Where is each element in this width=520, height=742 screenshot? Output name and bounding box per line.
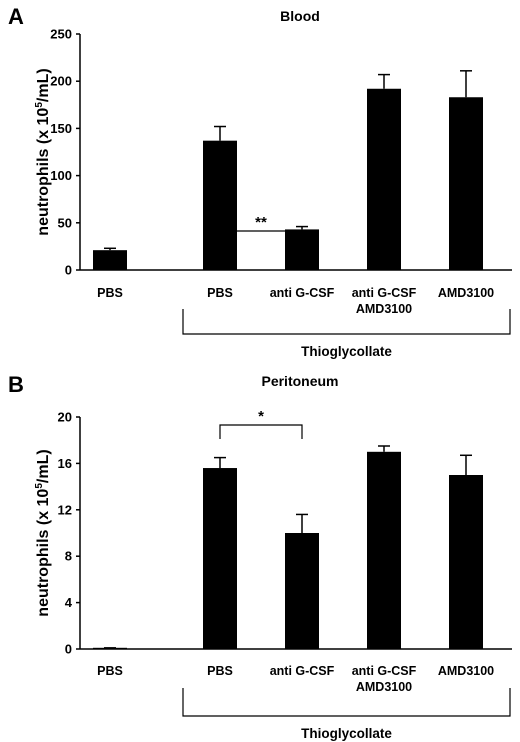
panel-a-ytick-label-1: 50	[58, 215, 72, 230]
panel-b-letter: B	[8, 372, 24, 397]
panel-b-category-label-2-0: anti G-CSF	[270, 664, 335, 678]
panel-b-significance-label: *	[258, 408, 264, 425]
panel-b-ytick-label-5: 20	[58, 410, 72, 425]
panel-b-category-label-3-1: AMD3100	[356, 680, 412, 694]
panel-a-category-label-2-0: anti G-CSF	[270, 286, 335, 300]
panel-b-group-label: Thioglycollate	[301, 726, 392, 741]
panel-b-ytick-label-0: 0	[65, 642, 72, 657]
panel-b-ylabel: neutrophils (x 105/mL)	[34, 449, 52, 616]
panel-b-ytick-label-3: 12	[58, 502, 72, 517]
panel-a-category-label-4-0: AMD3100	[438, 286, 494, 300]
panel-a-ylabel: neutrophils (x 105/mL)	[34, 68, 52, 235]
panel-a-ytick-label-2: 100	[50, 168, 72, 183]
panel-a-letter: A	[8, 4, 24, 29]
panel-a-ytick-label-4: 200	[50, 74, 72, 89]
panel-a-significance-bracket	[219, 230, 303, 244]
panel-b-title: Peritoneum	[261, 373, 338, 389]
panel-b-category-label-0-0: PBS	[97, 664, 123, 678]
panel-b-significance-bracket	[219, 424, 303, 439]
panel-a-category-label-1-0: PBS	[207, 286, 233, 300]
panel-a-ytick-label-3: 150	[50, 121, 72, 136]
panel-b-group-bracket	[182, 688, 511, 717]
panel-b-ytick-label-2: 8	[65, 549, 72, 564]
panel-a-ytick-label-0: 0	[65, 263, 72, 278]
panel-a-group-bracket	[182, 309, 511, 335]
panel-b-bar-4	[449, 475, 483, 649]
panel-a-bar-3	[367, 88, 401, 270]
panel-a-category-label-3-0: anti G-CSF	[352, 286, 417, 300]
panel-a-title: Blood	[280, 8, 320, 24]
panel-b-ytick-label-1: 4	[65, 595, 73, 610]
panel-a-ytick-label-5: 250	[50, 27, 72, 42]
panel-b-bar-2	[285, 533, 319, 649]
panel-a-category-label-3-1: AMD3100	[356, 302, 412, 316]
panel-b-category-label-4-0: AMD3100	[438, 664, 494, 678]
panel-a-bar-1	[203, 140, 237, 270]
panel-b-category-label-1-0: PBS	[207, 664, 233, 678]
panel-a-category-label-0-0: PBS	[97, 286, 123, 300]
panel-a-significance-label: **	[255, 214, 267, 231]
panel-b-bar-3	[367, 451, 401, 649]
panel-b-bar-1	[203, 468, 237, 649]
panel-b-ytick-label-4: 16	[58, 456, 72, 471]
panel-b-category-label-3-0: anti G-CSF	[352, 664, 417, 678]
panel-a-bar-4	[449, 97, 483, 270]
panel-a-bar-0	[93, 250, 127, 270]
panel-a-group-label: Thioglycollate	[301, 344, 392, 359]
